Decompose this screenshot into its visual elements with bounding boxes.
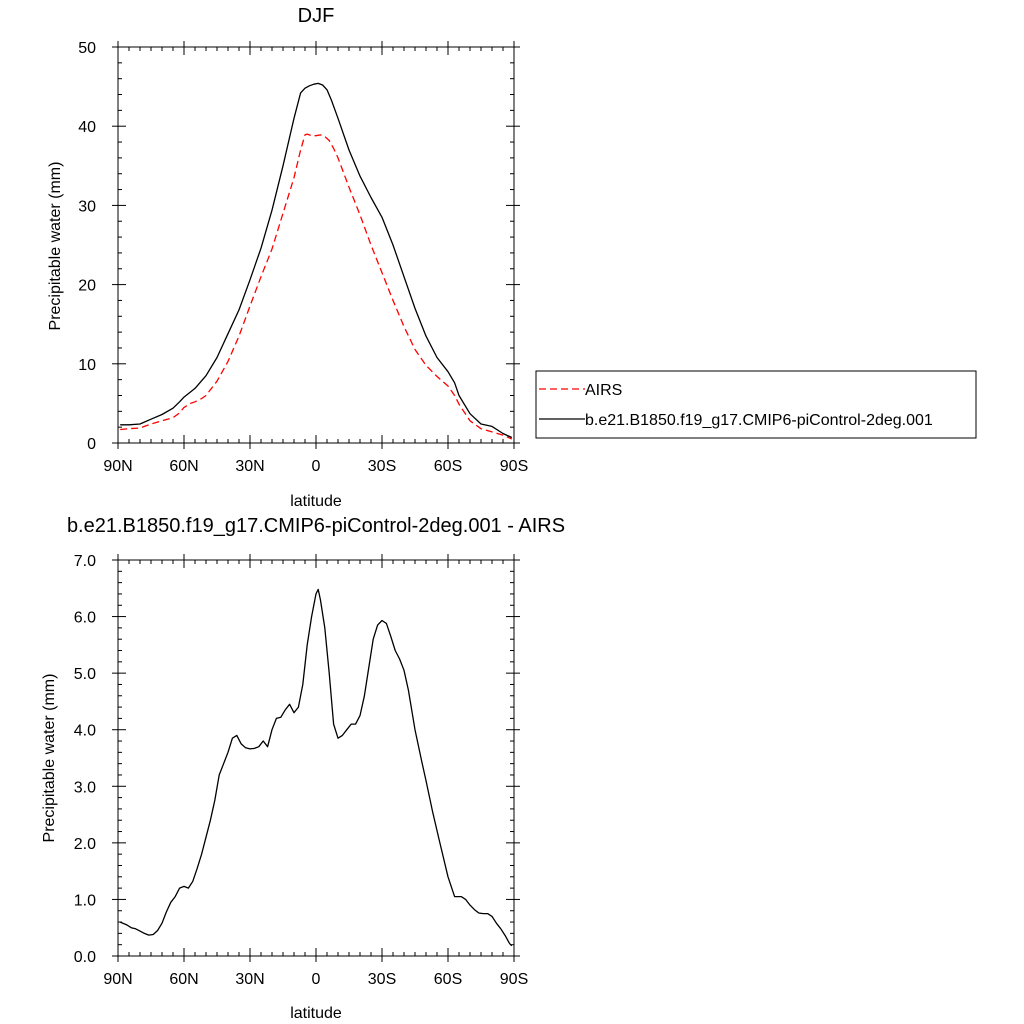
y-tick-label: 20 (78, 278, 96, 295)
y-tick-label: 2.0 (74, 836, 96, 853)
x-axis-label: latitude (290, 1005, 342, 1022)
y-tick-label: 0 (87, 436, 96, 453)
y-axis-label: Precipitable water (mm) (47, 162, 64, 331)
y-tick-label: 30 (78, 198, 96, 215)
chart-title: DJF (298, 5, 335, 27)
y-tick-label: 3.0 (74, 779, 96, 796)
legend-label-model: b.e21.B1850.f19_g17.CMIP6-piControl-2deg… (585, 412, 933, 429)
legend-box (535, 370, 977, 439)
y-tick-label: 10 (78, 357, 96, 374)
y-tick-label: 0.0 (74, 949, 96, 966)
x-tick-label: 30N (235, 458, 264, 475)
plot-lines (119, 588, 513, 947)
x-tick-label: 90N (103, 458, 132, 475)
legend: AIRS b.e21.B1850.f19_g17.CMIP6-piControl… (535, 370, 977, 439)
chart-title: b.e21.B1850.f19_g17.CMIP6-piControl-2deg… (67, 515, 565, 537)
plot-lines (120, 82, 513, 440)
series-line (120, 82, 513, 439)
y-tick-label: 1.0 (74, 892, 96, 909)
series-line (120, 133, 513, 440)
axis-ticks: 90N 60N 30N 0 30S 60S 90S 0 10 20 30 40 50 (78, 40, 528, 475)
plot-frame (117, 46, 515, 444)
x-tick-label: 60N (169, 971, 198, 988)
y-tick-label: 5.0 (74, 666, 96, 683)
x-axis-label: latitude (290, 493, 342, 510)
x-tick-label: 30S (368, 971, 396, 988)
x-tick-label: 60N (169, 458, 198, 475)
chart-difference: b.e21.B1850.f19_g17.CMIP6-piControl-2deg… (41, 515, 565, 1022)
x-tick-label: 60S (434, 971, 462, 988)
x-tick-label: 90S (500, 458, 528, 475)
y-tick-label: 40 (78, 119, 96, 136)
x-tick-label: 0 (312, 971, 321, 988)
x-tick-label: 60S (434, 458, 462, 475)
y-tick-label: 50 (78, 40, 96, 57)
plot-frame (117, 559, 515, 957)
axis-ticks: 90N 60N 30N 0 30S 60S 90S 0.0 1.0 2.0 3.0 4.0 5.0 6.0… (74, 553, 528, 988)
y-axis-label: Precipitable water (mm) (41, 674, 58, 843)
x-tick-label: 30N (235, 971, 264, 988)
x-tick-label: 90N (103, 971, 132, 988)
y-tick-label: 4.0 (74, 723, 96, 740)
y-tick-label: 6.0 (74, 610, 96, 627)
chart-djf: DJF Precipitable water (mm) latitude 90N… (47, 5, 977, 510)
series-line (119, 588, 513, 947)
legend-label-airs: AIRS (585, 382, 622, 399)
x-tick-label: 90S (500, 971, 528, 988)
y-tick-label: 7.0 (74, 553, 96, 570)
x-tick-label: 0 (312, 458, 321, 475)
x-tick-label: 30S (368, 458, 396, 475)
